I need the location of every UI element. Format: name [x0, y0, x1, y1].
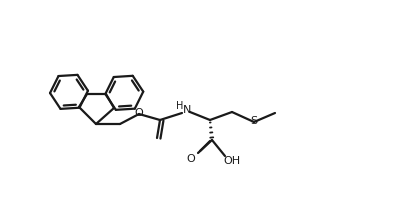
Text: S: S [250, 116, 258, 126]
Text: O: O [187, 154, 195, 164]
Text: H: H [176, 101, 184, 111]
Text: N: N [183, 105, 191, 115]
Text: OH: OH [224, 156, 240, 166]
Text: O: O [135, 108, 143, 118]
